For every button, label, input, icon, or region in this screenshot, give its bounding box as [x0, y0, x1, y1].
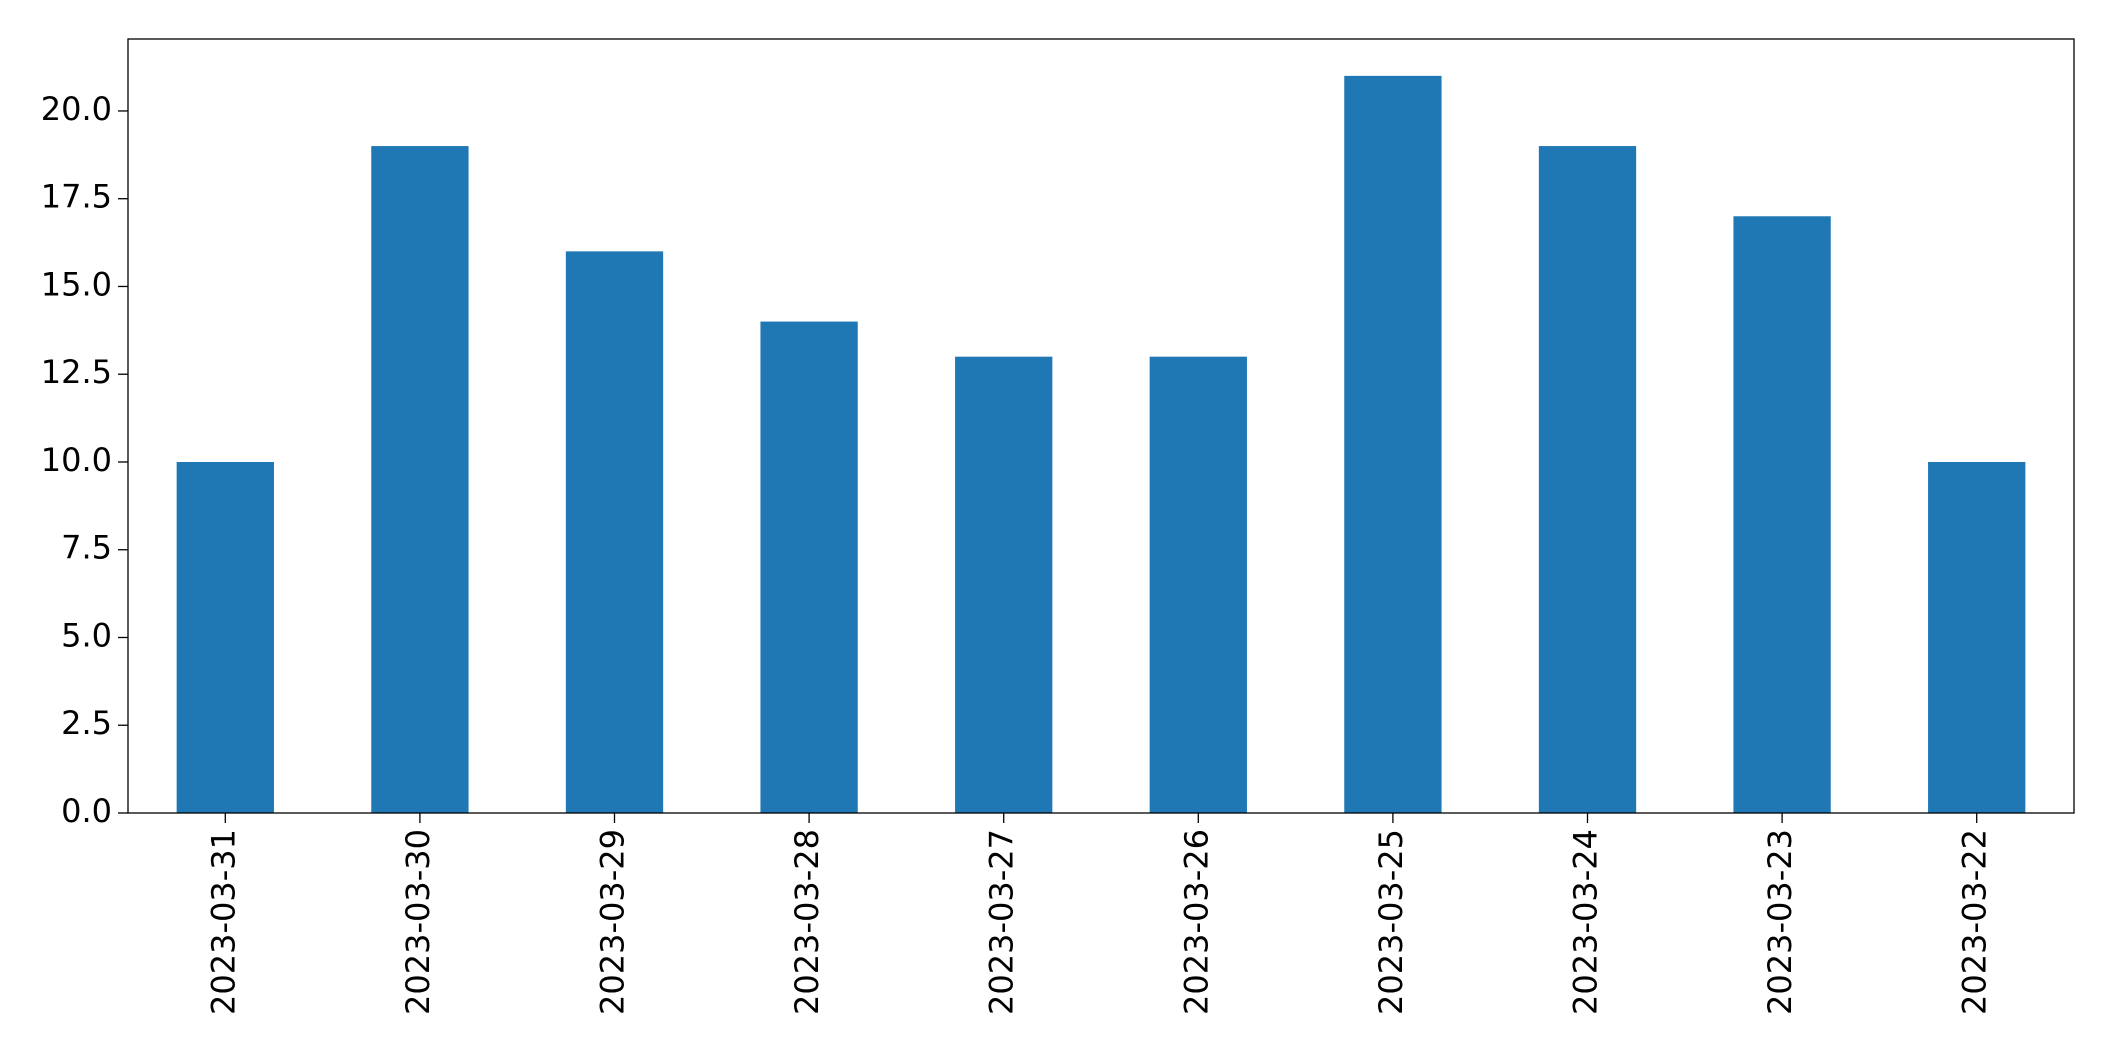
bar: [1928, 461, 2026, 813]
bar: [955, 356, 1053, 813]
x-tick-label: 2023-03-24: [1567, 829, 1605, 1015]
y-tick-label: 17.5: [41, 178, 112, 216]
bar: [565, 251, 664, 814]
y-tick-label: 12.5: [41, 353, 112, 391]
x-tick-label: 2023-03-28: [788, 829, 826, 1015]
bar: [1538, 146, 1637, 813]
y-tick-label: 15.0: [41, 265, 112, 303]
bar: [371, 146, 469, 813]
y-tick-label: 2.5: [61, 704, 112, 742]
x-tick-label: 2023-03-26: [1177, 829, 1215, 1015]
bar: [760, 321, 858, 813]
x-tick-label: 2023-03-27: [983, 829, 1021, 1015]
x-tick-label: 2023-03-22: [1956, 829, 1994, 1015]
x-tick-label: 2023-03-31: [204, 829, 242, 1015]
x-tick-label: 2023-03-29: [594, 829, 632, 1015]
y-tick-label: 20.0: [41, 90, 112, 128]
y-tick-label: 10.0: [41, 441, 112, 479]
x-tick-label: 2023-03-25: [1372, 829, 1410, 1015]
bar: [1733, 216, 1831, 813]
bar: [1149, 356, 1247, 813]
plot-frame: [127, 38, 2075, 814]
y-tick-label: 5.0: [61, 616, 112, 654]
y-tick-label: 7.5: [61, 529, 112, 567]
x-tick-label: 2023-03-23: [1761, 829, 1799, 1015]
bar: [176, 461, 274, 813]
y-tick-label: 0.0: [61, 792, 112, 830]
x-tick-label: 2023-03-30: [399, 829, 437, 1015]
bar: [1344, 75, 1442, 814]
